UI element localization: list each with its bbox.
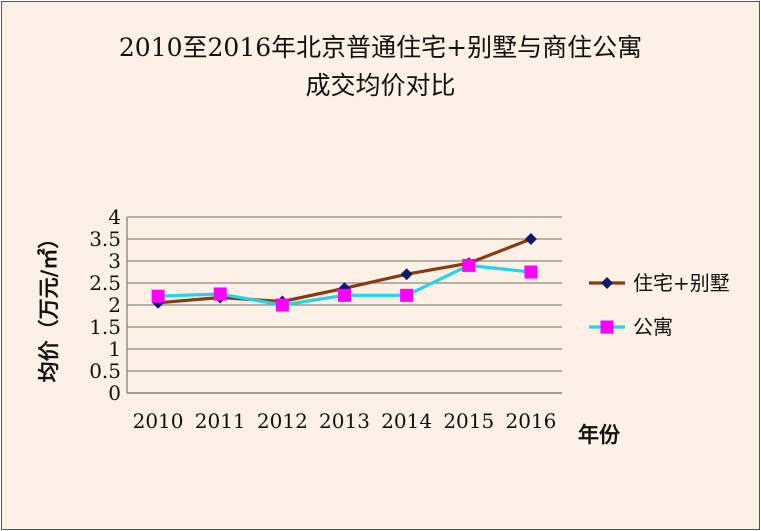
data-point: [524, 233, 537, 245]
x-tick-label: 2010: [133, 409, 184, 433]
chart-title-line-2: 成交均价对比: [305, 71, 456, 100]
x-tick-label: 2016: [505, 409, 556, 433]
x-axis-title: 年份: [578, 422, 621, 447]
y-tick-label: 0.5: [89, 359, 121, 383]
data-point: [400, 268, 413, 281]
y-axis-title: 均价（万元/㎡）: [36, 228, 61, 383]
y-tick-label: 3: [108, 249, 121, 273]
x-tick-label: 2011: [195, 409, 246, 433]
x-tick-label: 2013: [319, 409, 370, 433]
data-point: [338, 288, 351, 302]
data-point: [524, 265, 538, 279]
x-tick-label: 2012: [257, 409, 308, 433]
legend-marker: [600, 320, 614, 334]
legend-marker: [601, 277, 613, 289]
x-tick-label: 2014: [381, 409, 432, 433]
y-tick-label: 0: [108, 381, 121, 405]
y-tick-label: 1.5: [89, 315, 121, 339]
y-tick-label: 1: [108, 337, 121, 361]
chart-title-line-1: 2010至2016年北京普通住宅+别墅与商住公寓: [118, 33, 643, 62]
y-tick-label: 3.5: [89, 227, 121, 251]
data-point: [151, 289, 165, 303]
data-point: [462, 258, 476, 272]
x-tick-label: 2015: [443, 409, 494, 433]
data-point: [400, 288, 414, 302]
y-tick-label: 4: [108, 205, 121, 229]
y-tick-label: 2: [108, 293, 121, 317]
legend-label: 住宅+别墅: [633, 271, 730, 295]
y-tick-label: 2.5: [89, 271, 121, 295]
legend-label: 公寓: [633, 315, 673, 339]
data-point: [275, 298, 289, 312]
data-point: [213, 287, 227, 301]
